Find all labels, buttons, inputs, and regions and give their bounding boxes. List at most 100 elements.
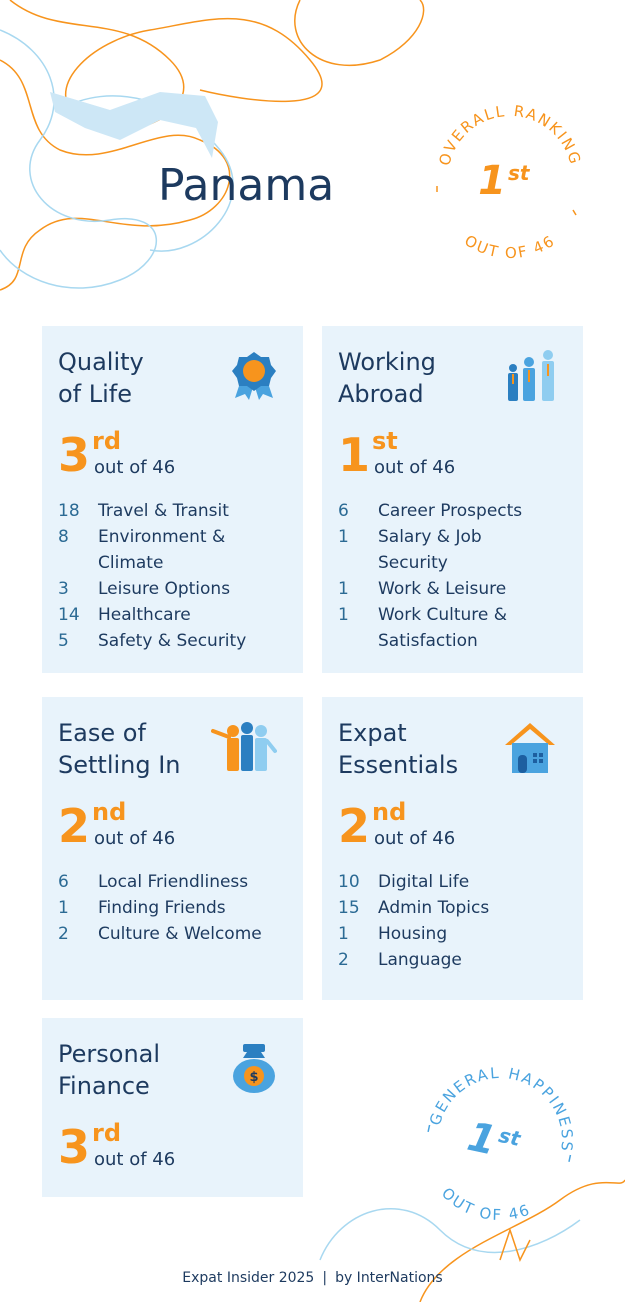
item-rank: 1	[338, 924, 349, 944]
item-rank: 15	[338, 898, 360, 918]
item-label: Salary & Job Security	[378, 527, 482, 573]
item-rank: 1	[338, 527, 349, 547]
item-rank: 14	[58, 605, 80, 625]
item-rank: 1	[338, 579, 349, 599]
item-label: Environment & Climate	[98, 527, 226, 573]
country-name: Panama	[158, 160, 335, 211]
icon-shape: $	[233, 1044, 275, 1093]
item-list: 6 Career Prospects 1 Salary & Job Security 1…	[338, 498, 567, 654]
seal-rank: 1	[478, 158, 506, 204]
item-rank: 6	[58, 872, 69, 892]
card-title-line: Ease of	[58, 719, 146, 747]
card-title-line: Personal	[58, 1040, 161, 1068]
item-label: Local Friendliness	[98, 872, 249, 892]
rank-number: 2	[338, 799, 371, 853]
icon-shape	[539, 759, 543, 763]
footer: Expat Insider 2025 | by InterNations	[0, 1270, 625, 1286]
rank-number: 2	[58, 799, 91, 853]
icon-shape	[508, 350, 554, 401]
footer-source: Expat Insider 2025	[182, 1270, 315, 1286]
footer-by: by InterNations	[335, 1270, 443, 1286]
icon-shape	[539, 753, 543, 757]
card-title: Quality of Life	[58, 346, 287, 410]
card-icon	[505, 350, 557, 406]
rank-suffix: st	[372, 427, 398, 455]
icon-shape	[543, 350, 553, 360]
icon-shape	[241, 735, 253, 771]
item-rank: 2	[58, 924, 69, 944]
icon-shape	[533, 753, 537, 757]
seal-suffix: st	[508, 161, 531, 185]
icon-shape	[241, 722, 253, 734]
rank-number: 1	[338, 428, 371, 482]
item-row: 2 Culture & Welcome	[58, 921, 287, 947]
icon-shape	[227, 738, 239, 771]
item-label: Work Culture & Satisfaction	[378, 605, 507, 651]
card-title-line: Finance	[58, 1072, 150, 1100]
icon-shape	[542, 361, 554, 401]
item-rank: 1	[58, 898, 69, 918]
item-row: 1 Housing	[338, 921, 567, 947]
icon-shape	[255, 725, 267, 737]
item-label: Healthcare	[98, 605, 191, 625]
item-label: Culture & Welcome	[98, 924, 262, 944]
rank-number: 3	[58, 428, 91, 482]
icon-shape	[523, 368, 535, 401]
icon-shape	[227, 725, 239, 737]
icon-shape	[243, 1044, 265, 1052]
card-title-line: Working	[338, 348, 436, 376]
happiness-seal	[427, 1124, 572, 1162]
seal-rank: 1	[463, 1114, 500, 1165]
item-label: Language	[378, 950, 462, 970]
card-title-line: Abroad	[338, 380, 424, 408]
item-rank: 2	[338, 950, 349, 970]
footer-separator: |	[322, 1270, 328, 1286]
seal-caption-top: OVERALL RANKING	[435, 102, 582, 168]
card-icon	[231, 350, 277, 404]
rank-suffix: nd	[92, 798, 127, 826]
item-row: 14 Healthcare	[58, 602, 287, 628]
icon-shape	[518, 755, 527, 773]
item-label: Digital Life	[378, 872, 470, 892]
item-rank: 8	[58, 527, 69, 547]
item-row: 10 Digital Life	[338, 869, 567, 895]
country-map	[50, 92, 218, 158]
item-label: Admin Topics	[378, 898, 490, 918]
rank-out-of: out of 46	[94, 828, 176, 849]
card-title-line: Essentials	[338, 751, 459, 779]
item-row: 1 Work & Leisure	[338, 576, 567, 602]
rank-suffix: rd	[92, 427, 122, 455]
card-title-line: of Life	[58, 380, 133, 408]
seal-caption: OUT OF 46	[435, 1182, 537, 1232]
item-label: Travel & Transit	[98, 501, 229, 521]
item-label: Finding Friends	[98, 898, 226, 918]
item-label: Safety & Security	[98, 631, 247, 651]
item-row: 3 Leisure Options	[58, 576, 287, 602]
card-icon	[211, 721, 277, 777]
item-row: 2 Language	[338, 947, 567, 973]
icon-shape	[265, 739, 277, 753]
item-row: 1 Work Culture & Satisfaction	[338, 602, 567, 654]
divider	[427, 1124, 431, 1133]
rank-number: 3	[58, 1120, 91, 1174]
rank-out-of: out of 46	[94, 1149, 176, 1170]
rank-suffix: nd	[372, 798, 407, 826]
icon-shape	[255, 738, 267, 771]
item-row: 1 Finding Friends	[58, 895, 287, 921]
card-title-line: Expat	[338, 719, 407, 747]
seal-caption: OUT OF 46	[461, 231, 558, 262]
item-label: Work & Leisure	[378, 579, 507, 599]
card-title: Working Abroad	[338, 346, 567, 410]
item-label: Career Prospects	[378, 501, 523, 521]
